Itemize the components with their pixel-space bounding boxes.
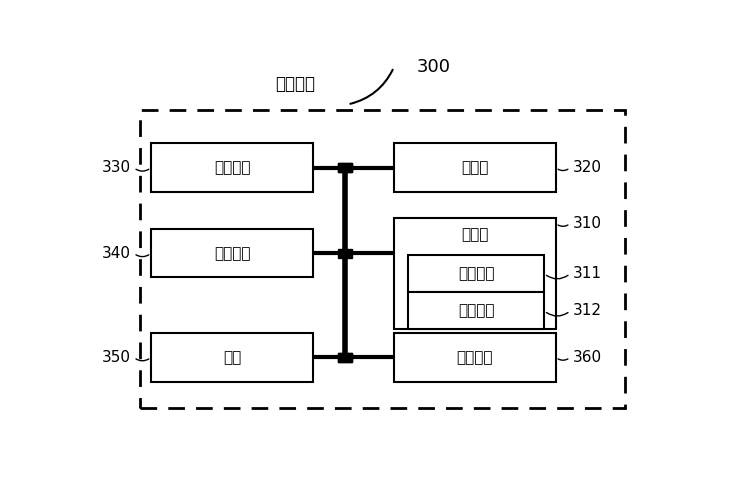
Bar xyxy=(338,353,351,362)
Bar xyxy=(151,229,313,277)
Bar xyxy=(151,333,313,382)
Text: 320: 320 xyxy=(573,160,602,175)
Text: 网络接口: 网络接口 xyxy=(214,160,250,175)
Bar xyxy=(394,218,556,329)
Text: 硬盘: 硬盘 xyxy=(223,350,241,365)
Text: 处理器: 处理器 xyxy=(461,160,489,175)
Text: 360: 360 xyxy=(573,350,602,365)
Text: 电子设备: 电子设备 xyxy=(275,75,316,93)
Text: 输入设备: 输入设备 xyxy=(214,246,250,261)
Bar xyxy=(338,163,351,172)
Text: 340: 340 xyxy=(102,246,131,261)
Text: 300: 300 xyxy=(417,58,451,76)
Text: 应用程序: 应用程序 xyxy=(458,303,495,318)
Bar xyxy=(140,110,625,408)
Text: 操作系统: 操作系统 xyxy=(458,266,495,281)
Text: 350: 350 xyxy=(102,350,131,365)
Text: 311: 311 xyxy=(573,266,602,281)
Bar xyxy=(394,143,556,192)
Bar xyxy=(338,163,351,172)
Bar xyxy=(338,353,351,362)
Bar xyxy=(151,143,313,192)
Bar xyxy=(408,292,545,329)
Bar xyxy=(408,255,545,292)
Text: 310: 310 xyxy=(573,216,602,231)
Bar xyxy=(338,249,351,257)
Text: 330: 330 xyxy=(101,160,131,175)
Text: 显示设备: 显示设备 xyxy=(457,350,493,365)
Bar xyxy=(394,333,556,382)
Text: 312: 312 xyxy=(573,303,602,318)
Text: 存储器: 存储器 xyxy=(461,227,489,242)
